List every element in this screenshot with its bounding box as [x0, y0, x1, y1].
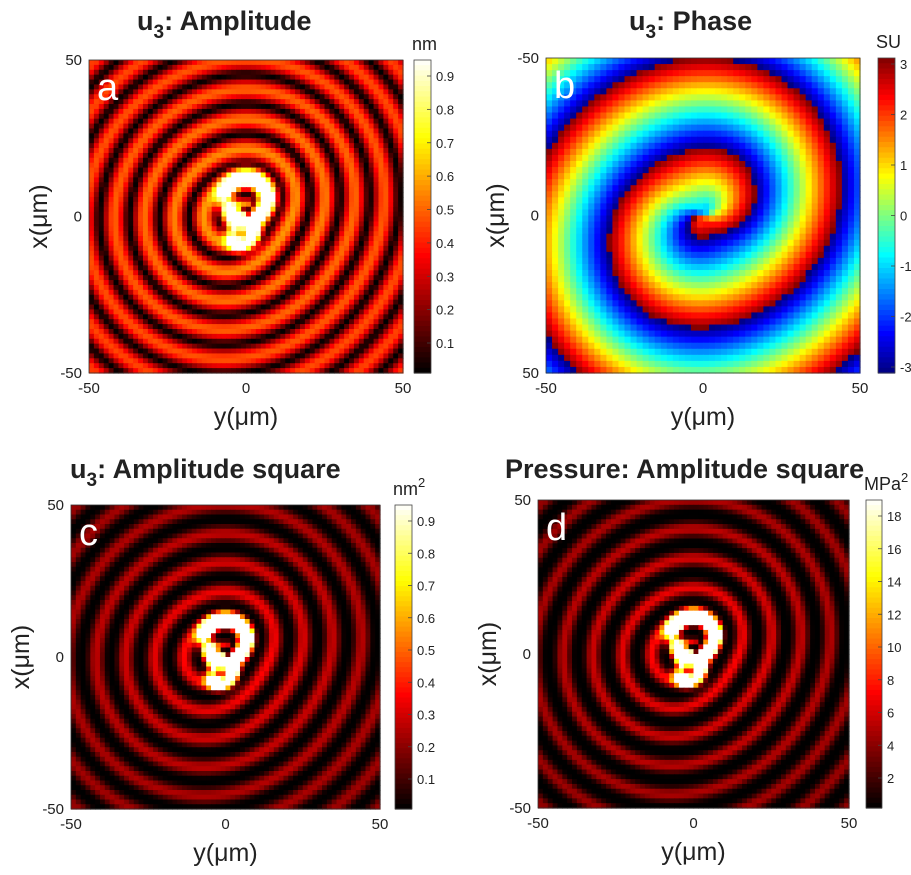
y-axis-label: x(μm)	[7, 625, 35, 689]
y-tick-label: 0	[523, 646, 531, 663]
colorbar-tick-label: 0.6	[417, 611, 435, 626]
colorbar-tick-label: -2	[900, 310, 911, 325]
colorbar-tick-label: 2	[887, 771, 894, 786]
y-tick-label: 50	[47, 497, 64, 514]
colorbar: 0.1 0.2 0.3 0.4 0.5 0.6 0.7 0.8 0.9 nm2	[393, 475, 435, 810]
x-axis-label: y(μm)	[661, 838, 725, 866]
x-axis-label: y(μm)	[671, 403, 735, 431]
plot-frame	[88, 59, 404, 374]
y-axis-label: x(μm)	[474, 622, 502, 686]
panel-letter: b	[554, 65, 575, 107]
y-tick-label: 50	[514, 492, 531, 509]
colorbar-tick-label: 0.2	[436, 303, 454, 318]
colorbar-tick-label: 1	[900, 158, 907, 173]
colorbar-tick-label: 16	[887, 542, 901, 557]
x-tick-label: -50	[60, 816, 82, 833]
x-tick-label: 0	[242, 380, 250, 397]
colorbar-unit: SU	[876, 32, 901, 52]
colorbar-tick-label: 0.9	[436, 69, 454, 84]
y-tick-label: 50	[65, 52, 82, 69]
x-tick-label: -50	[535, 380, 557, 397]
plot-frame	[70, 504, 381, 810]
plot-frame	[537, 499, 850, 809]
colorbar-tick-label: 6	[887, 706, 894, 721]
panel-title: u3: Amplitude	[137, 6, 312, 43]
x-axis-label: y(μm)	[193, 839, 257, 867]
colorbar-tick-label: 0.7	[417, 579, 435, 594]
colorbar-tick-label: 12	[887, 607, 901, 622]
panel-letter: a	[97, 67, 119, 109]
x-tick-label: -50	[527, 815, 549, 832]
y-tick-label: -50	[509, 800, 531, 817]
colorbar-tick-label: 14	[887, 575, 901, 590]
y-tick-label: -50	[60, 365, 82, 382]
y-tick-label: -50	[42, 801, 64, 818]
colorbar-tick-label: 0.6	[436, 169, 454, 184]
x-tick-label: 50	[395, 380, 412, 397]
panel-c: u3: Amplitude square c -50 0 50 50 0 -50 y(μm) x(…	[7, 454, 435, 867]
y-tick-label: -50	[517, 50, 539, 67]
colorbar-tick-label: 0.3	[417, 708, 435, 723]
colorbar-tick-label: 0.8	[436, 102, 454, 117]
y-axis-label: x(μm)	[25, 184, 53, 248]
colorbar-tick-label: 0.8	[417, 546, 435, 561]
colorbar-tick-label: 0	[900, 209, 907, 224]
x-tick-label: 0	[221, 816, 229, 833]
colorbar-tick-label: 0.5	[417, 643, 435, 658]
colorbar-tick-label: 18	[887, 509, 901, 524]
plot-frame	[545, 57, 861, 374]
y-axis-label: x(μm)	[482, 183, 510, 247]
y-tick-label: 0	[56, 649, 64, 666]
colorbar-tick-label: 0.4	[436, 236, 454, 251]
heatmap-image	[71, 505, 381, 810]
colorbar-tick-label: 0.1	[436, 336, 454, 351]
y-tick-label: 0	[531, 208, 539, 225]
x-tick-label: 0	[699, 380, 707, 397]
colorbar-tick-label: 0.3	[436, 269, 454, 284]
colorbar-tick-label: 0.4	[417, 675, 435, 690]
colorbar-tick-label: 4	[887, 738, 894, 753]
panel-title: u3: Amplitude square	[70, 454, 341, 491]
x-tick-label: 50	[372, 816, 389, 833]
colorbar-tick-label: -3	[900, 360, 911, 375]
heatmap-image	[546, 58, 861, 374]
y-tick-label: 50	[522, 365, 539, 382]
panel-letter: d	[546, 507, 567, 549]
colorbar: 3 2 1 0 -1 -2 -3 SU	[876, 32, 911, 375]
x-tick-label: 0	[689, 815, 697, 832]
colorbar-tick-label: 10	[887, 640, 901, 655]
colorbar-tick-label: 0.9	[417, 514, 435, 529]
colorbar-tick-label: 3	[900, 57, 907, 72]
colorbar-unit: nm2	[393, 475, 425, 499]
x-tick-label: 50	[841, 815, 858, 832]
colorbar-tick-label: 0.2	[417, 740, 435, 755]
panel-title: Pressure: Amplitude square	[505, 454, 864, 484]
colorbar-unit: nm	[412, 34, 437, 54]
panel-letter: c	[79, 512, 98, 554]
y-tick-label: 0	[74, 209, 82, 226]
panel-d: Pressure: Amplitude square d -50 0 50 50 0 -50 y…	[474, 454, 908, 866]
colorbar-tick-label: 2	[900, 108, 907, 123]
colorbar-tick-label: 8	[887, 673, 894, 688]
x-tick-label: -50	[78, 380, 100, 397]
colorbar-tick-label: -1	[900, 259, 911, 274]
heatmap-image	[538, 500, 850, 809]
colorbar: 2 4 6 8 10 12 14 16 18 MPa2	[864, 470, 908, 809]
x-tick-label: 50	[852, 380, 869, 397]
x-axis-label: y(μm)	[214, 403, 278, 431]
colorbar-tick-label: 0.1	[417, 772, 435, 787]
panel-title: u3: Phase	[629, 6, 752, 43]
heatmap-image	[89, 60, 404, 374]
colorbar-unit: MPa2	[864, 470, 908, 494]
colorbar-tick-label: 0.7	[436, 136, 454, 151]
colorbar-tick-label: 0.5	[436, 203, 454, 218]
colorbar: 0.1 0.2 0.3 0.4 0.5 0.6 0.7 0.8 0.9 nm	[412, 34, 454, 374]
